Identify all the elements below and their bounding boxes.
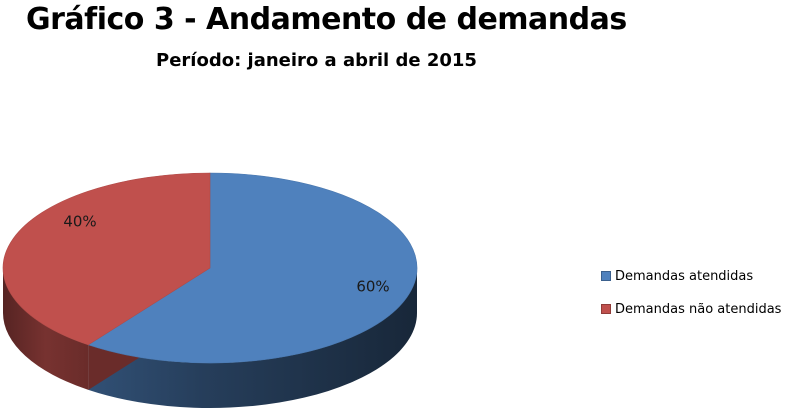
legend-item-demandas-nao-atendidas: Demandas não atendidas <box>601 301 781 317</box>
legend-label: Demandas não atendidas <box>615 301 782 317</box>
legend-item-demandas-atendidas: Demandas atendidas <box>601 268 753 284</box>
data-label-1: 40% <box>63 213 96 231</box>
pie-side-1-0 <box>3 268 89 390</box>
pie-slice-1 <box>2 172 211 346</box>
chart-title: Gráfico 3 - Andamento de demandas <box>26 2 627 37</box>
chart-subtitle: Período: janeiro a abril de 2015 <box>156 50 477 71</box>
legend-swatch-demandas-atendidas <box>601 271 611 281</box>
legend-label: Demandas atendidas <box>615 268 754 284</box>
data-label-0: 60% <box>356 278 389 296</box>
legend-swatch-demandas-nao-atendidas <box>601 304 611 314</box>
pie-slice-0 <box>87 172 418 364</box>
pie-side-0-0 <box>88 268 417 408</box>
